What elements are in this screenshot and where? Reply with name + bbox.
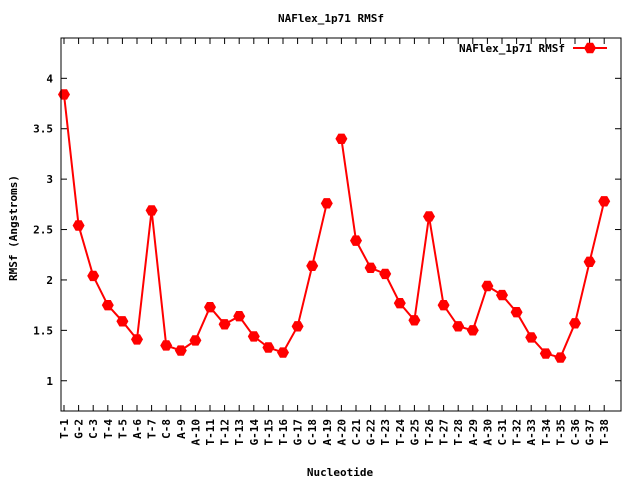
data-point [131, 334, 143, 345]
x-tick-label: T-32 [511, 419, 524, 446]
data-point [393, 297, 406, 309]
data-point [452, 321, 465, 332]
x-tick-label: T-12 [219, 419, 232, 446]
x-tick-label: C-31 [496, 419, 509, 446]
data-point [101, 299, 114, 311]
y-tick-label: 2 [46, 274, 53, 287]
data-point [247, 331, 260, 342]
x-tick-label: G-14 [248, 419, 261, 446]
data-point [218, 319, 231, 330]
x-tick-label: A-30 [481, 419, 494, 446]
data-point [481, 280, 494, 292]
x-tick-label: T-28 [452, 419, 465, 446]
x-tick-label: C-36 [569, 419, 582, 446]
data-point [408, 315, 421, 326]
x-tick-label: T-16 [277, 419, 290, 446]
data-point [262, 342, 275, 353]
data-point [364, 262, 377, 274]
x-tick-label: A-20 [335, 419, 348, 446]
x-tick-label: C-18 [306, 419, 319, 446]
x-tick-label: A-33 [525, 419, 538, 446]
x-tick-label: T-35 [554, 419, 567, 446]
x-tick-label: A-6 [131, 419, 144, 439]
data-point [145, 205, 158, 216]
x-tick-label: G-37 [584, 419, 597, 446]
x-tick-label: T-7 [146, 419, 159, 439]
data-point [335, 133, 348, 145]
y-tick-label: 1 [46, 375, 53, 388]
x-tick-label: A-9 [175, 419, 188, 439]
data-point [72, 220, 85, 231]
x-tick-label: A-19 [321, 419, 334, 446]
x-axis: T-1 G-2 C-3 T-4 T-5 A-6 T-7 C-8 A-9 A-10 T-11 T-12 T… [58, 38, 611, 446]
plot-frame [60, 37, 622, 412]
data-point [437, 299, 450, 311]
y-tick-label: 2.5 [33, 224, 53, 237]
x-tick-label: G-25 [408, 419, 421, 446]
data-point [174, 345, 187, 356]
x-tick-label: T-34 [540, 419, 553, 446]
data-point [291, 321, 304, 332]
data-point [277, 347, 289, 358]
data-point [379, 268, 392, 280]
data-point [350, 235, 362, 246]
data-point [423, 211, 435, 222]
x-tick-label: T-13 [233, 419, 246, 446]
x-tick-label: T-23 [379, 419, 392, 446]
data-point [510, 307, 523, 318]
x-tick-label: G-2 [73, 419, 86, 439]
data-point [306, 260, 319, 272]
x-tick-label: G-17 [292, 419, 305, 446]
x-axis-label: Nucleotide [307, 466, 374, 479]
data-point [204, 301, 216, 313]
x-tick-label: C-3 [87, 419, 100, 439]
series-line [63, 94, 328, 354]
x-tick-label: T-38 [598, 419, 611, 446]
y-tick-label: 4 [46, 72, 53, 85]
x-tick-label: T-1 [58, 419, 71, 439]
legend: NAFlex_1p71 RMSf [459, 42, 607, 55]
x-tick-label: C-8 [160, 419, 173, 439]
legend-label: NAFlex_1p71 RMSf [459, 42, 565, 55]
chart-title: NAFlex_1p71 RMSf [278, 12, 384, 25]
series-line [340, 138, 606, 359]
data-point [189, 335, 202, 346]
data-point [116, 316, 129, 327]
y-axis-label: RMSf (Angstroms) [7, 175, 20, 281]
y-tick-label: 1.5 [33, 324, 53, 337]
y-tick-label: 3.5 [33, 123, 53, 136]
data-point [87, 270, 100, 282]
data-point [320, 198, 333, 209]
x-tick-label: T-5 [116, 419, 129, 439]
data-point [569, 318, 581, 329]
x-tick-label: T-27 [438, 419, 451, 446]
x-tick-label: A-29 [467, 419, 480, 446]
y-tick-label: 3 [46, 173, 53, 186]
data-point [496, 289, 508, 301]
data-point [598, 196, 611, 207]
data-point [539, 348, 552, 359]
data-point [583, 256, 596, 267]
data-point [233, 311, 246, 322]
x-tick-label: T-15 [262, 419, 275, 446]
x-tick-label: T-24 [394, 419, 407, 446]
x-tick-label: G-22 [365, 419, 378, 446]
x-tick-label: T-11 [204, 419, 217, 446]
data-point [160, 340, 173, 351]
x-tick-label: T-4 [102, 419, 115, 439]
data-point [525, 332, 538, 343]
data-point [554, 352, 567, 363]
data-point [466, 325, 479, 336]
y-axis: 1 1.5 2 2.5 3 3.5 4 [33, 72, 621, 388]
series-layer [58, 89, 611, 363]
legend-marker [584, 42, 596, 54]
x-tick-label: T-26 [423, 419, 436, 446]
x-tick-label: A-10 [189, 419, 202, 446]
data-point [58, 89, 70, 100]
x-tick-label: C-21 [350, 419, 363, 446]
